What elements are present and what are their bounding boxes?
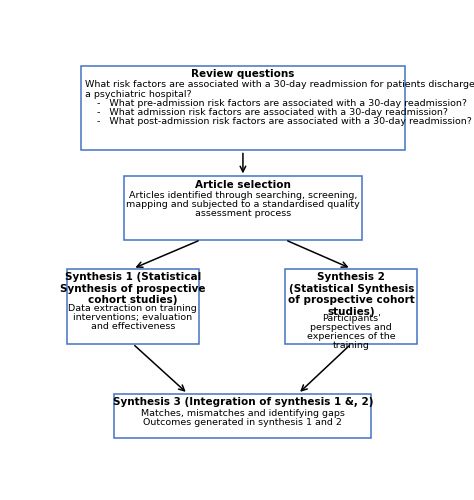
FancyBboxPatch shape: [285, 269, 418, 344]
Text: and effectiveness: and effectiveness: [91, 322, 175, 330]
FancyBboxPatch shape: [114, 394, 372, 438]
Text: training: training: [333, 341, 370, 350]
Text: -   What post-admission risk factors are associated with a 30-day readmission?: - What post-admission risk factors are a…: [85, 117, 472, 126]
FancyBboxPatch shape: [66, 269, 199, 344]
Text: mapping and subjected to a standardised quality: mapping and subjected to a standardised …: [126, 200, 360, 209]
Text: interventions; evaluation: interventions; evaluation: [73, 312, 192, 322]
Text: experiences of the: experiences of the: [307, 332, 396, 341]
Text: Outcomes generated in synthesis 1 and 2: Outcomes generated in synthesis 1 and 2: [144, 418, 342, 426]
Text: Data extraction on training: Data extraction on training: [68, 304, 197, 312]
Text: -   What admission risk factors are associated with a 30-day readmission?: - What admission risk factors are associ…: [85, 108, 448, 116]
Text: Review questions: Review questions: [191, 69, 295, 79]
Text: Articles identified through searching, screening,: Articles identified through searching, s…: [129, 191, 357, 200]
Text: -   What pre-admission risk factors are associated with a 30-day readmission?: - What pre-admission risk factors are as…: [85, 98, 467, 108]
Text: Synthesis 3 (Integration of synthesis 1 &, 2): Synthesis 3 (Integration of synthesis 1 …: [113, 397, 373, 407]
Text: What risk factors are associated with a 30-day readmission for patients discharg: What risk factors are associated with a …: [85, 80, 474, 90]
FancyBboxPatch shape: [124, 176, 362, 240]
Text: Synthesis 2
(Statistical Synthesis
of prospective cohort
studies): Synthesis 2 (Statistical Synthesis of pr…: [288, 272, 415, 316]
Text: Synthesis 1 (Statistical
Synthesis of prospective
cohort studies): Synthesis 1 (Statistical Synthesis of pr…: [60, 272, 205, 305]
Text: perspectives and: perspectives and: [310, 322, 392, 332]
Text: assessment process: assessment process: [195, 210, 291, 218]
FancyBboxPatch shape: [82, 66, 405, 150]
Text: Article selection: Article selection: [195, 180, 291, 190]
Text: a psychiatric hospital?: a psychiatric hospital?: [85, 90, 191, 98]
Text: Participants': Participants': [322, 314, 381, 322]
Text: Matches, mismatches and identifying gaps: Matches, mismatches and identifying gaps: [141, 408, 345, 418]
